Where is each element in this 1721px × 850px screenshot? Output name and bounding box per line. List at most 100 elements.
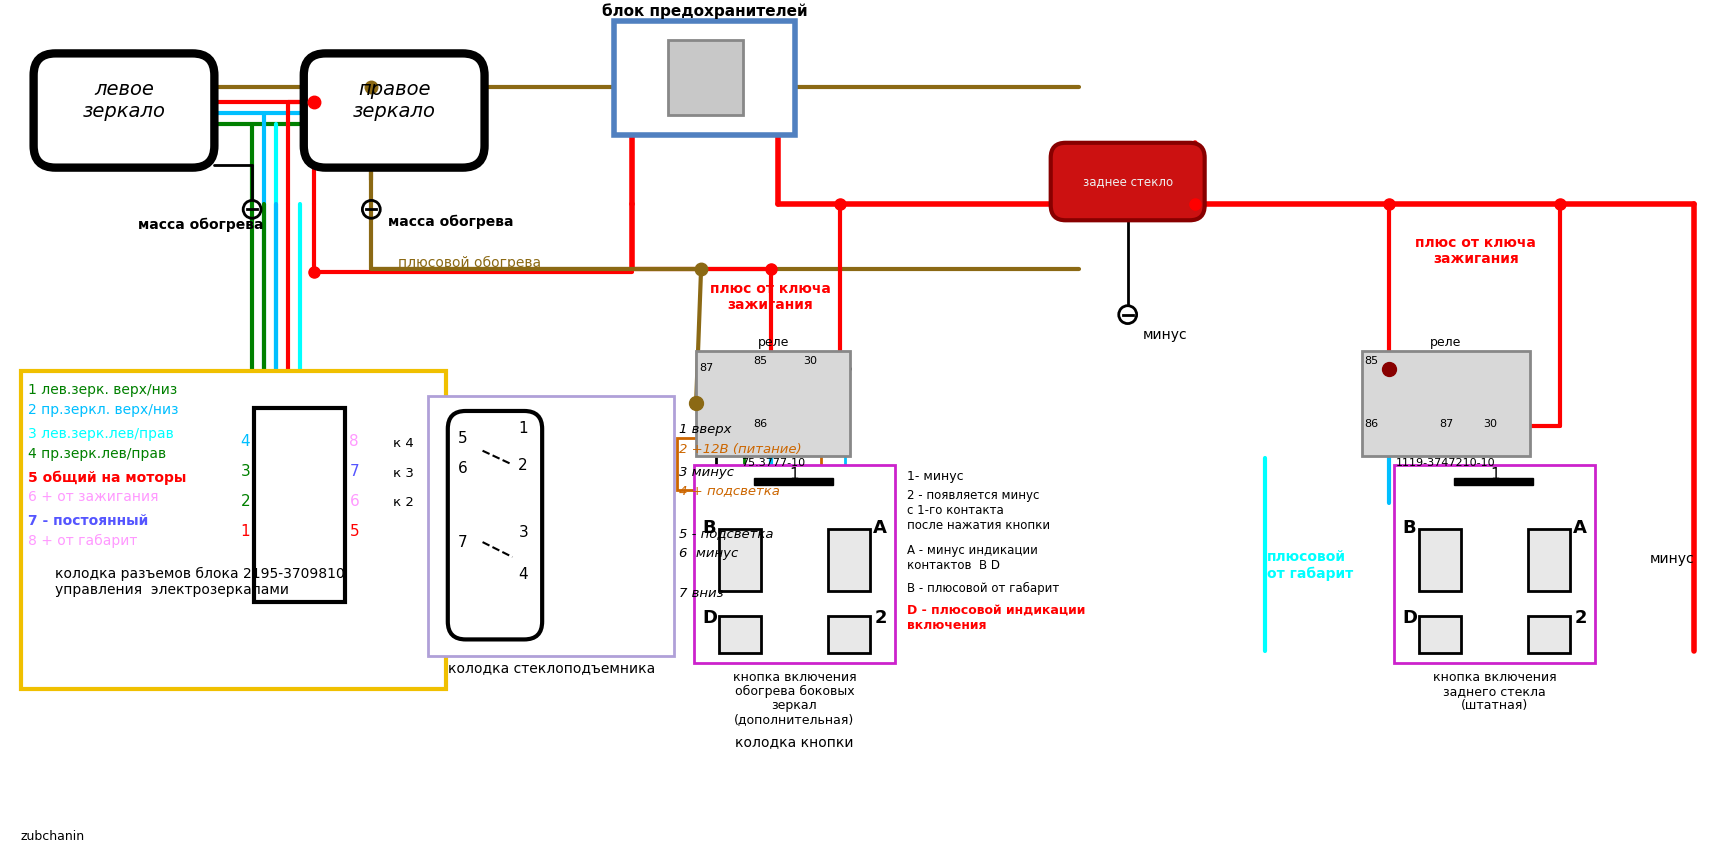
Text: 3: 3 bbox=[241, 464, 250, 479]
Text: минус: минус bbox=[1143, 327, 1187, 342]
Text: 7 - постоянный: 7 - постоянный bbox=[28, 514, 148, 529]
Text: B: B bbox=[702, 519, 716, 537]
Bar bbox=[754, 478, 833, 485]
Text: 5: 5 bbox=[458, 431, 468, 446]
Text: минус: минус bbox=[1650, 552, 1695, 566]
Text: 5 общий на моторы: 5 общий на моторы bbox=[28, 471, 186, 484]
Text: 1 вверх: 1 вверх bbox=[680, 423, 731, 436]
Text: 1 лев.зерк. верх/низ: 1 лев.зерк. верх/низ bbox=[28, 383, 177, 397]
Text: 6: 6 bbox=[349, 494, 360, 509]
Text: (штатная): (штатная) bbox=[1461, 699, 1528, 712]
Text: к 2: к 2 bbox=[392, 496, 415, 509]
Text: 1: 1 bbox=[1490, 467, 1499, 482]
Text: 6: 6 bbox=[458, 461, 468, 476]
Text: 3 лев.зерк.лев/прав: 3 лев.зерк.лев/прав bbox=[28, 427, 174, 441]
Text: заднее стекло: заднее стекло bbox=[1083, 175, 1172, 188]
Bar bbox=[1528, 530, 1570, 591]
Bar bbox=[694, 465, 895, 663]
Text: 4: 4 bbox=[518, 567, 528, 582]
Text: 4 + подсветка: 4 + подсветка bbox=[680, 484, 780, 497]
Text: 7: 7 bbox=[458, 536, 468, 550]
Text: D: D bbox=[702, 609, 718, 626]
Text: 4: 4 bbox=[241, 434, 250, 450]
Bar bbox=[429, 396, 675, 656]
Bar bbox=[1454, 478, 1533, 485]
Text: B: B bbox=[1403, 519, 1416, 537]
Bar bbox=[828, 530, 869, 591]
Text: 2 - появляется минус
с 1-го контакта
после нажатия кнопки: 2 - появляется минус с 1-го контакта пос… bbox=[907, 490, 1050, 532]
Bar bbox=[21, 371, 446, 689]
Text: 1- минус: 1- минус bbox=[907, 469, 964, 483]
Text: 1: 1 bbox=[790, 467, 799, 482]
Text: 3 минус: 3 минус bbox=[680, 466, 735, 479]
Text: к 3: к 3 bbox=[392, 467, 415, 479]
Bar bbox=[719, 530, 761, 591]
Bar bbox=[614, 20, 795, 135]
Text: В - плюсовой от габарит: В - плюсовой от габарит bbox=[907, 581, 1058, 595]
Bar bbox=[678, 438, 821, 490]
Text: кнопка включения: кнопка включения bbox=[733, 672, 857, 684]
Text: реле: реле bbox=[1430, 337, 1461, 349]
Text: 8 + от габарит: 8 + от габарит bbox=[28, 534, 138, 548]
Text: обогрева боковых: обогрева боковых bbox=[735, 685, 854, 698]
FancyBboxPatch shape bbox=[305, 54, 485, 167]
Text: плюс от ключа
зажигания: плюс от ключа зажигания bbox=[711, 282, 831, 312]
Text: А - минус индикации
контактов  В D: А - минус индикации контактов В D bbox=[907, 544, 1038, 572]
Text: к 4: к 4 bbox=[392, 437, 415, 450]
Text: плюсовой обогрева: плюсовой обогрева bbox=[398, 256, 542, 270]
Bar bbox=[255, 408, 346, 602]
Text: 30: 30 bbox=[804, 356, 817, 366]
Text: 7 вниз: 7 вниз bbox=[680, 586, 725, 600]
Text: 87: 87 bbox=[1439, 419, 1453, 429]
Text: масса обогрева: масса обогрева bbox=[389, 214, 513, 229]
Text: A: A bbox=[873, 519, 886, 537]
Text: 86: 86 bbox=[754, 419, 768, 429]
Text: левое
зеркало: левое зеркало bbox=[83, 80, 165, 121]
Text: 5 - подсветка: 5 - подсветка bbox=[680, 527, 774, 541]
Text: D - плюсовой индикации
включения: D - плюсовой индикации включения bbox=[907, 604, 1084, 632]
Text: 1: 1 bbox=[518, 421, 528, 436]
Text: 2 +12В (питание): 2 +12В (питание) bbox=[680, 443, 802, 456]
Text: 87: 87 bbox=[699, 363, 712, 373]
Text: 2: 2 bbox=[241, 494, 250, 509]
Text: A: A bbox=[1573, 519, 1587, 537]
Text: реле: реле bbox=[757, 337, 788, 349]
Text: 85: 85 bbox=[754, 356, 768, 366]
Text: масса обогрева: масса обогрева bbox=[138, 218, 263, 231]
Bar bbox=[695, 351, 850, 456]
Text: заднего стекла: заднего стекла bbox=[1444, 685, 1545, 698]
Bar bbox=[1361, 351, 1530, 456]
FancyBboxPatch shape bbox=[447, 411, 542, 639]
Text: 75.3777-10: 75.3777-10 bbox=[742, 457, 805, 468]
Text: 2: 2 bbox=[1575, 609, 1587, 626]
Text: плюсовой
от габарит: плюсовой от габарит bbox=[1267, 550, 1353, 581]
Text: блок предохранителей: блок предохранителей bbox=[602, 3, 807, 19]
FancyBboxPatch shape bbox=[34, 54, 215, 167]
Bar bbox=[1528, 615, 1570, 654]
FancyBboxPatch shape bbox=[1052, 143, 1205, 220]
Bar bbox=[668, 41, 743, 115]
Text: 2: 2 bbox=[874, 609, 886, 626]
Bar bbox=[1420, 530, 1461, 591]
Text: колодка кнопки: колодка кнопки bbox=[735, 734, 854, 749]
Text: колодка разъемов блока 2195-3709810
управления  электрозеркалами: колодка разъемов блока 2195-3709810 упра… bbox=[55, 567, 346, 598]
Bar bbox=[719, 615, 761, 654]
Text: 7: 7 bbox=[349, 464, 360, 479]
Bar bbox=[1394, 465, 1595, 663]
Text: 6 + от зажигания: 6 + от зажигания bbox=[28, 490, 158, 504]
Bar bbox=[828, 615, 869, 654]
Bar bbox=[1420, 615, 1461, 654]
Text: 2 пр.зеркл. верх/низ: 2 пр.зеркл. верх/низ bbox=[28, 403, 179, 417]
Text: 3: 3 bbox=[518, 525, 528, 541]
Text: колодка стеклоподъемника: колодка стеклоподъемника bbox=[447, 661, 656, 675]
Text: 6  минус: 6 минус bbox=[680, 547, 738, 560]
Text: 86: 86 bbox=[1365, 419, 1379, 429]
Text: (дополнительная): (дополнительная) bbox=[735, 713, 855, 726]
Text: zubchanin: zubchanin bbox=[21, 830, 84, 843]
Text: 4 пр.зерк.лев/прав: 4 пр.зерк.лев/прав bbox=[28, 447, 165, 461]
Text: правое
зеркало: правое зеркало bbox=[353, 80, 435, 121]
Text: 30: 30 bbox=[1484, 419, 1497, 429]
Text: 85: 85 bbox=[1365, 356, 1379, 366]
Text: 1119-3747210-10: 1119-3747210-10 bbox=[1396, 457, 1496, 468]
Text: 2: 2 bbox=[518, 457, 528, 473]
